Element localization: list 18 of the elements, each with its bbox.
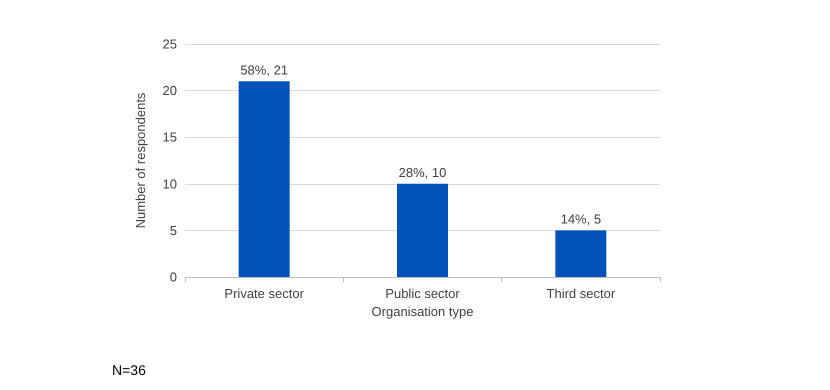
y-axis-title: Number of respondents xyxy=(133,92,148,228)
y-tick-label: 25 xyxy=(162,36,177,52)
data-label: 58%, 21 xyxy=(240,62,288,78)
data-label: 28%, 10 xyxy=(398,164,446,180)
data-label: 14%, 5 xyxy=(560,211,602,226)
x-tick-label: Public sector xyxy=(385,286,460,301)
y-tick-label: 20 xyxy=(162,83,177,98)
text: N=36 xyxy=(112,362,146,378)
y-tick-label: 15 xyxy=(162,130,177,145)
bar xyxy=(555,230,606,277)
x-axis-title: Organisation type xyxy=(372,304,474,319)
y-tick-label: 0 xyxy=(170,270,177,284)
bar xyxy=(238,81,290,277)
x-tick-label: Third sector xyxy=(546,286,616,301)
y-tick-label: 5 xyxy=(170,222,177,238)
bar xyxy=(397,184,448,277)
y-tick-label: 10 xyxy=(162,176,177,192)
x-tick-label: Private sector xyxy=(224,286,305,301)
